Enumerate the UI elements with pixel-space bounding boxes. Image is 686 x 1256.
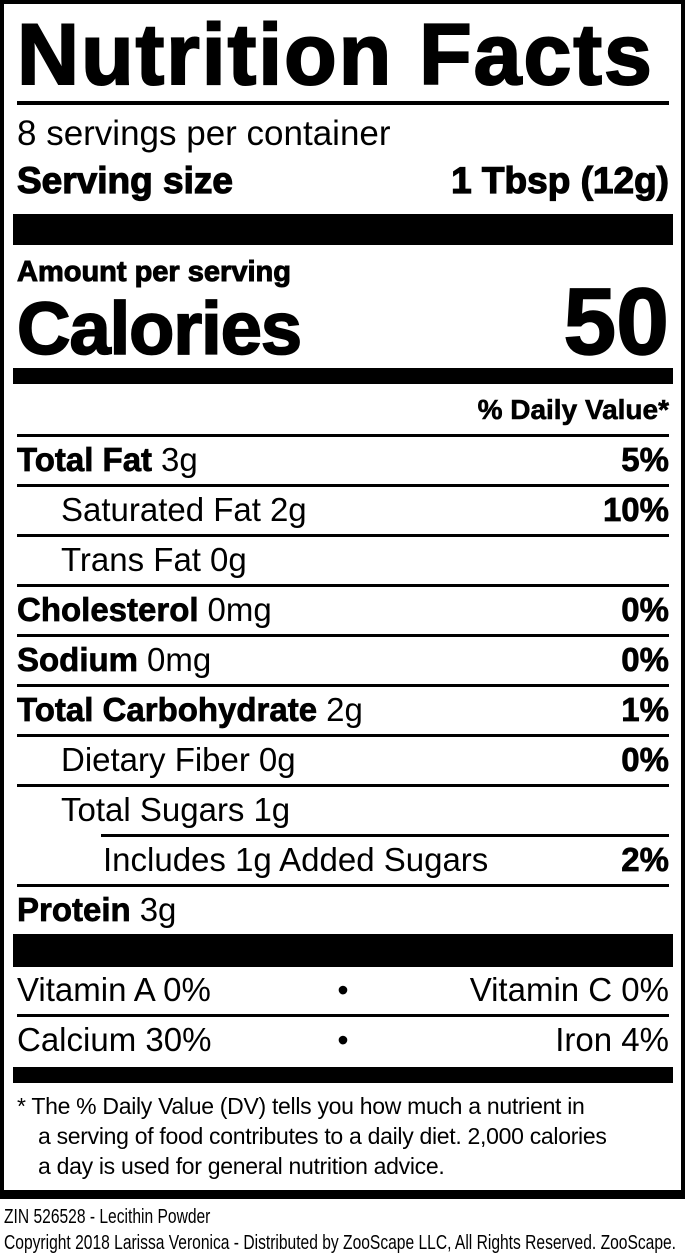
micronutrient-row-minerals: Calcium 30% • Iron 4% xyxy=(17,1017,669,1064)
nutrient-dv: 0% xyxy=(621,591,669,628)
bullet-separator: • xyxy=(337,972,349,1008)
nutrient-name: Includes 1g Added Sugars xyxy=(103,841,489,878)
nutrient-name: Trans Fat xyxy=(61,541,201,578)
nutrient-name-amount: Cholesterol 0mg xyxy=(17,591,272,628)
nutrient-name-amount: Includes 1g Added Sugars xyxy=(103,842,488,878)
nutrient-name: Total Fat xyxy=(17,441,153,478)
row-divider xyxy=(17,484,669,487)
nutrient-row-total-carbohydrate: Total Carbohydrate 2g 1% xyxy=(17,687,670,734)
nutrient-amount: 2g xyxy=(326,691,363,728)
title-rule xyxy=(17,101,669,105)
nutrient-row-added-sugars: Includes 1g Added Sugars 2% xyxy=(17,837,669,884)
bullet-separator: • xyxy=(337,1022,349,1058)
nutrient-name-amount: Saturated Fat 2g xyxy=(61,492,307,528)
footer-meta: ZIN 526528 - Lecithin Powder Copyright 2… xyxy=(0,1199,686,1256)
micronutrient-separator-bar xyxy=(13,934,673,967)
nutrient-name-amount: Sodium 0mg xyxy=(17,641,212,678)
row-divider xyxy=(17,784,669,787)
calories-separator-bar xyxy=(13,214,673,245)
nutrient-amount: 3g xyxy=(161,441,198,478)
serving-size-value: 1 Tbsp (12g) xyxy=(450,159,669,201)
row-divider xyxy=(17,734,669,737)
row-divider xyxy=(17,434,669,437)
vitamin-c-value: Vitamin C 0% xyxy=(469,971,669,1008)
nutrient-row-protein: Protein 3g xyxy=(17,887,669,934)
amount-per-serving-label: Amount per serving xyxy=(17,256,292,288)
iron-value: Iron 4% xyxy=(555,1021,669,1058)
nutrient-name: Saturated Fat xyxy=(61,491,261,528)
nutrient-amount: 0g xyxy=(258,741,296,778)
label-title: Nutrition Facts xyxy=(16,7,654,103)
nutrient-amount: 0mg xyxy=(147,641,212,678)
nutrient-dv: 2% xyxy=(621,841,669,878)
nutrient-dv: 10% xyxy=(602,491,670,528)
nutrient-amount: 0g xyxy=(209,541,247,578)
vitamin-a-value: Vitamin A 0% xyxy=(17,971,211,1008)
row-divider xyxy=(17,1014,669,1017)
nutrient-row-cholesterol: Cholesterol 0mg 0% xyxy=(17,587,670,634)
row-divider xyxy=(17,884,669,887)
nutrient-row-dietary-fiber: Dietary Fiber 0g 0% xyxy=(17,737,669,784)
nutrient-row-total-fat: Total Fat 3g 5% xyxy=(17,437,670,484)
nutrient-row-total-sugars: Total Sugars 1g xyxy=(17,787,669,834)
footnote-separator-bar xyxy=(13,1067,673,1083)
row-divider xyxy=(17,634,669,637)
nutrient-name-amount: Total Carbohydrate 2g xyxy=(17,691,363,728)
daily-value-header: % Daily Value* xyxy=(477,394,669,425)
daily-value-footnote: * The % Daily Value (DV) tells you how m… xyxy=(17,1091,669,1181)
calcium-value: Calcium 30% xyxy=(17,1021,212,1058)
calories-row: Calories 50 xyxy=(16,269,670,375)
nutrient-row-saturated-fat: Saturated Fat 2g 10% xyxy=(17,487,669,534)
nutrient-name-amount: Total Fat 3g xyxy=(17,441,198,478)
serving-size-row: Serving size 1 Tbsp (12g) xyxy=(16,156,669,206)
nutrient-dv: 1% xyxy=(621,691,669,728)
serving-size-label: Serving size xyxy=(16,159,233,201)
footnote-line: a day is used for general nutrition advi… xyxy=(38,1153,445,1179)
nutrient-name-amount: Total Sugars 1g xyxy=(61,792,290,828)
servings-per-container: 8 servings per container xyxy=(17,114,391,153)
nutrient-amount: 1g xyxy=(253,791,291,828)
daily-value-separator-bar xyxy=(13,368,673,384)
nutrient-name-amount: Dietary Fiber 0g xyxy=(61,742,296,778)
nutrition-facts-label: Nutrition Facts 8 servings per container… xyxy=(0,0,685,1199)
row-divider-indented xyxy=(101,834,669,837)
nutrient-name: Sodium xyxy=(17,641,139,678)
micronutrient-row-vitamins: Vitamin A 0% • Vitamin C 0% xyxy=(17,967,669,1014)
product-id-line: ZIN 526528 - Lecithin Powder xyxy=(4,1206,211,1228)
footnote-line: a serving of food contributes to a daily… xyxy=(38,1123,607,1149)
row-divider xyxy=(17,684,669,687)
calories-label: Calories xyxy=(16,287,303,370)
nutrient-amount: 0mg xyxy=(207,591,272,628)
row-divider xyxy=(17,584,669,587)
nutrient-row-sodium: Sodium 0mg 0% xyxy=(17,637,670,684)
nutrient-amount: 2g xyxy=(269,491,307,528)
footnote-line: * The % Daily Value (DV) tells you how m… xyxy=(17,1093,585,1119)
nutrient-name: Total Sugars xyxy=(61,791,245,828)
nutrient-row-trans-fat: Trans Fat 0g xyxy=(17,537,669,584)
row-divider xyxy=(17,534,669,537)
nutrient-name: Dietary Fiber xyxy=(61,741,250,778)
nutrient-name: Total Carbohydrate xyxy=(17,691,318,728)
nutrient-dv: 0% xyxy=(621,641,669,678)
nutrient-name: Cholesterol xyxy=(17,591,199,628)
nutrient-name-amount: Trans Fat 0g xyxy=(61,542,247,578)
calories-value: 50 xyxy=(563,269,670,375)
copyright-line: Copyright 2018 Larissa Veronica - Distri… xyxy=(4,1232,677,1254)
nutrient-name: Protein xyxy=(17,891,131,928)
nutrient-name-amount: Protein 3g xyxy=(17,891,177,928)
nutrient-dv: 0% xyxy=(621,741,669,778)
nutrient-dv: 5% xyxy=(621,441,669,478)
nutrient-amount: 3g xyxy=(139,891,177,928)
